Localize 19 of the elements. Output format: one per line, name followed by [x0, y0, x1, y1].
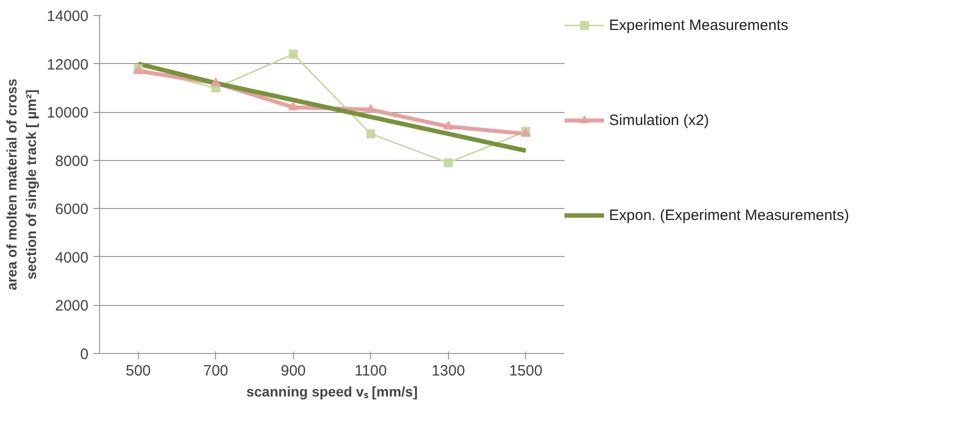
y-tick-label: 8000 — [55, 152, 89, 170]
y-axis-title: area of molten material of cross section of single track [ µm²] — [4, 78, 39, 290]
y-tick-label: 12000 — [46, 56, 89, 74]
x-tick-label: 1500 — [509, 362, 542, 380]
x-tick-label: 500 — [126, 362, 151, 380]
y-tick-label: 6000 — [55, 201, 89, 218]
x-tick-label: 900 — [280, 362, 306, 380]
y-tick-label: 2000 — [55, 298, 89, 315]
y-tick-label: 10000 — [46, 104, 89, 122]
y-tick-label: 0 — [80, 346, 88, 363]
x-tick-label: 1300 — [432, 362, 465, 380]
legend-label: Expon. (Experiment Measurements) — [609, 206, 850, 224]
legend-label: Simulation (x2) — [609, 112, 710, 128]
x-tick-label: 700 — [203, 362, 228, 380]
legend-label: Experiment Measurements — [609, 16, 788, 34]
x-tick-label: 1100 — [354, 362, 387, 380]
x-axis-title: scanning speed vₛ [mm/s] — [246, 384, 418, 400]
y-tick-label: 4000 — [55, 249, 89, 266]
y-tick-label: 14000 — [46, 8, 89, 25]
